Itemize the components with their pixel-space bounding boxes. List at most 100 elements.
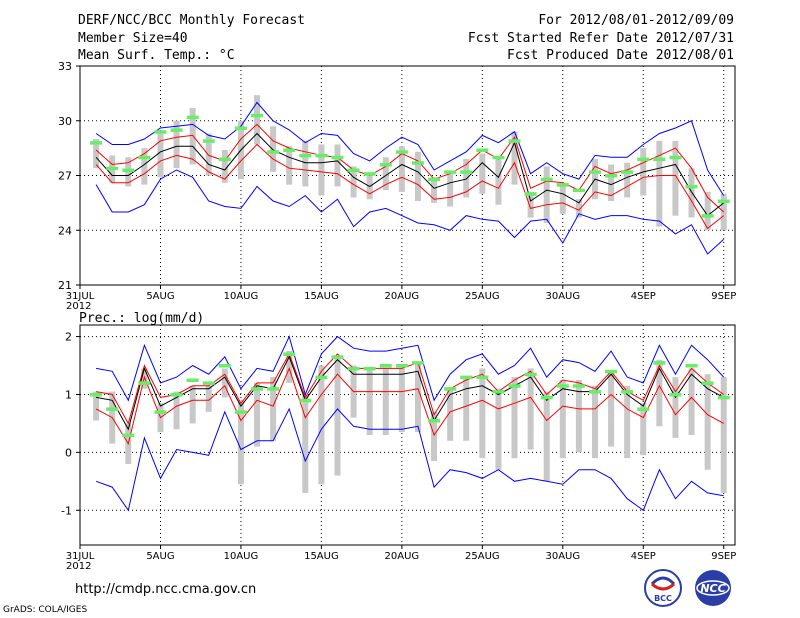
prec-marker (588, 390, 601, 394)
prec-bar (624, 385, 631, 459)
temp-marker (90, 141, 103, 145)
prec-xtick-label: 9SEP (711, 551, 736, 562)
prec-bar (463, 377, 470, 441)
temp-marker (685, 184, 698, 189)
temp-marker (524, 192, 537, 196)
temp-bar (720, 193, 727, 231)
temp-marker (621, 170, 634, 174)
footer-credit: GrADS: COLA/IGES (3, 605, 88, 615)
temp-bar (559, 184, 566, 214)
temp-bar (704, 191, 711, 231)
prec-frame (79, 324, 736, 546)
prec-bar (221, 368, 228, 398)
temp-bar (382, 157, 389, 191)
prec-marker (476, 375, 489, 380)
prec-bar (270, 377, 277, 441)
prec-marker (556, 384, 569, 388)
temp-bar (527, 191, 534, 218)
temp-marker (540, 177, 553, 182)
prec-bar (302, 394, 309, 493)
prec-bar (591, 385, 598, 459)
prec-bar (286, 351, 293, 383)
prec-bar (575, 380, 582, 453)
temp-ytick-label: 21 (58, 279, 72, 292)
footer-url[interactable]: http://cmdp.ncc.cma.gov.cn (75, 582, 257, 597)
temp-bar (479, 153, 486, 194)
temp-bar (141, 148, 148, 185)
temp-xtick-label: 10AUG (224, 291, 259, 302)
temp-marker (605, 174, 618, 178)
prec-marker (218, 364, 231, 368)
prec-bar (527, 368, 534, 450)
prec-marker (605, 369, 618, 374)
temp-bar (398, 146, 405, 192)
temp-marker (138, 155, 151, 160)
prec-marker (154, 410, 167, 414)
prec-marker (540, 395, 553, 400)
prec-marker (460, 375, 473, 380)
temp-marker (717, 199, 730, 204)
prec-bar (608, 371, 615, 447)
prec-xtick-label: 20AUG (385, 551, 420, 562)
temp-marker (122, 168, 135, 173)
prec-ytick-label: 0 (65, 446, 72, 459)
prec-bar (366, 368, 373, 435)
prec-ytick-label: -1 (61, 504, 72, 517)
temp-bar (173, 120, 180, 169)
prec-marker (363, 366, 376, 371)
header-right-line-2: Fcst Started Refer Date 2012/07/31 (467, 31, 734, 46)
temp-ytick-label: 30 (58, 115, 72, 128)
prec-bar (334, 356, 341, 476)
temp-marker (701, 214, 714, 218)
prec-series-mean (96, 355, 724, 431)
temp-marker (202, 139, 215, 143)
temp-bar (189, 107, 196, 165)
temp-marker (444, 170, 457, 174)
temp-bar (414, 151, 421, 202)
prec-xtick-label: 30AUG (545, 551, 580, 562)
temp-marker (476, 148, 489, 152)
temp-bar (254, 95, 261, 145)
temp-marker (492, 155, 505, 160)
ncc-logo: NCC (695, 570, 731, 606)
prec-xtick-label: 31JUL (66, 551, 95, 562)
prec-bar (237, 400, 244, 485)
prec-marker (315, 375, 328, 380)
temp-marker (315, 153, 328, 158)
temp-series-mean (95, 132, 725, 217)
temp-ytick-label: 27 (58, 170, 72, 183)
prec-series-min (95, 407, 724, 512)
temp-year-label: 2012 (66, 301, 91, 312)
footer-logos: BCC NCC (642, 568, 742, 616)
prec-marker (492, 390, 505, 394)
header-right-line-1: For 2012/08/01-2012/09/09 (538, 13, 734, 28)
temp-xtick-label: 20AUG (385, 291, 420, 302)
temp-xtick-label: 30AUG (545, 291, 580, 302)
temp-marker (460, 170, 473, 174)
temp-panel: 31JUL 5AUG 10AUG 15AUG 20AUG 25AUG 30AUG 4SEP 9S… (58, 60, 736, 312)
temp-marker (637, 157, 650, 162)
temp-marker (234, 126, 247, 131)
temp-xtick-label: 4SEP (631, 291, 656, 302)
prec-marker (122, 433, 135, 437)
temp-bar (270, 126, 277, 172)
temp-bar (608, 164, 615, 202)
prec-ytick-label: 1 (65, 388, 72, 401)
prec-bar (720, 377, 727, 493)
prec-marker (524, 372, 537, 377)
temp-marker (379, 163, 392, 167)
temp-bar (350, 166, 357, 198)
prec-marker (621, 390, 634, 394)
prec-marker (653, 361, 666, 365)
temp-bar (205, 133, 212, 176)
prec-series-upper (96, 352, 724, 425)
temp-marker (186, 115, 199, 120)
temp-ytick-label: 24 (58, 224, 72, 237)
temp-marker (572, 188, 585, 193)
temp-xtick-label: 9SEP (711, 291, 736, 302)
prec-marker (299, 398, 312, 403)
prec-bar (640, 403, 647, 456)
temp-bar (672, 140, 679, 216)
prec-bar (495, 388, 502, 470)
